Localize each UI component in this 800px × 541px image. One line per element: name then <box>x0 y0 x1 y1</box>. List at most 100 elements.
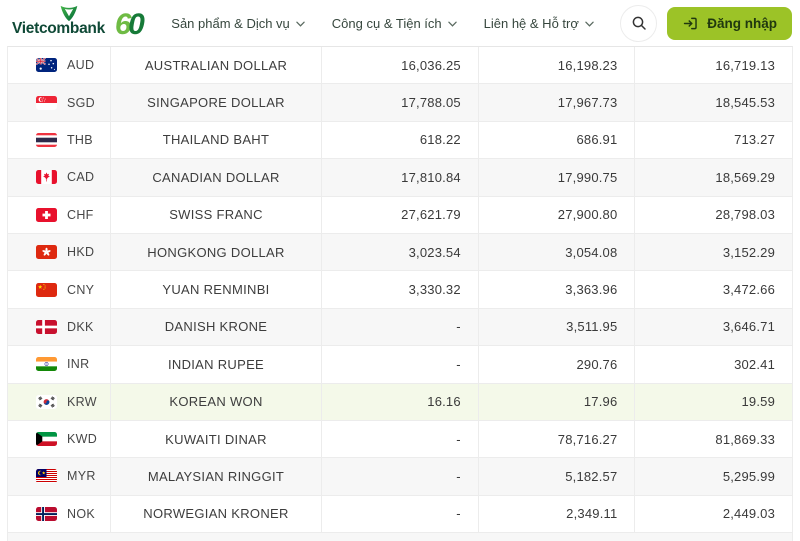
flag-icon-my <box>36 469 57 484</box>
sell-cell: 81,869.33 <box>715 431 776 447</box>
flag-icon-dk <box>36 319 57 334</box>
flag-icon-cn <box>36 282 57 297</box>
sell-cell: 18,569.29 <box>715 169 776 185</box>
currency-code-cell: THB <box>8 121 111 159</box>
flag-icon-th <box>36 132 57 147</box>
flag-icon-sg <box>36 95 57 110</box>
currency-name-cell: CANADIAN DOLLAR <box>111 159 323 196</box>
vietcombank-logo[interactable]: Vietcombank 60 <box>12 4 145 42</box>
buy-cash-cell: - <box>322 308 479 346</box>
table-row: SGD SINGAPORE DOLLAR 17,788.05 17,967.73… <box>8 84 792 122</box>
sell-cell: 3,472.66 <box>722 282 776 298</box>
buy-cash-cell: 17,788.05 <box>322 84 479 121</box>
currency-code-cell: NOK <box>8 495 111 533</box>
buy-transfer-cell: 3,363.96 <box>479 271 636 308</box>
search-icon <box>632 16 646 30</box>
table-row: DKK DANISH KRONE - 3,511.95 3,646.71 <box>8 308 792 347</box>
top-navbar: Vietcombank 60 Sản phẩm & Dịch vụ Công c… <box>0 0 800 46</box>
search-button[interactable] <box>620 4 658 42</box>
currency-code: INR <box>67 357 90 372</box>
buy-cash-cell: 618.22 <box>322 121 479 159</box>
currency-name-cell: INDIAN RUPEE <box>111 346 323 383</box>
buy-transfer-cell: 27,900.80 <box>479 196 636 233</box>
currency-name-cell: DANISH KRONE <box>111 308 323 346</box>
table-row-partial <box>8 533 792 541</box>
buy-cash-cell: 3,330.32 <box>322 271 479 308</box>
sell-cell: 19.59 <box>741 394 776 410</box>
currency-code: DKK <box>67 319 94 334</box>
currency-name-cell: KOREAN WON <box>111 383 323 420</box>
currency-code: KWD <box>67 432 98 447</box>
currency-name-cell: SWISS FRANC <box>111 196 323 233</box>
currency-code: CNY <box>67 282 95 297</box>
currency-code-cell: KRW <box>8 383 111 420</box>
buy-cash-cell: 16,036.25 <box>322 47 479 84</box>
currency-code-cell: DKK <box>8 308 111 346</box>
sell-cell: 16,719.13 <box>715 57 776 73</box>
rates-table-body: AUD AUSTRALIAN DOLLAR 16,036.25 16,198.2… <box>8 47 792 534</box>
nav-item-contact-support[interactable]: Liên hệ & Hỗ trợ <box>484 16 594 31</box>
nav-item-products-services[interactable]: Sản phẩm & Dịch vụ <box>171 16 305 31</box>
flag-icon-au <box>36 58 57 73</box>
nav-item-tools-utilities[interactable]: Công cụ & Tiện ích <box>332 16 457 31</box>
currency-name-cell: YUAN RENMINBI <box>111 271 323 308</box>
table-row: MYR MALAYSIAN RINGGIT - 5,182.57 5,295.9… <box>8 458 792 496</box>
buy-cash-cell: - <box>322 346 479 383</box>
currency-code: HKD <box>67 245 95 260</box>
sell-cell: 28,798.03 <box>715 207 776 223</box>
sell-cell: 2,449.03 <box>722 506 776 522</box>
brand-wordmark: Vietcombank <box>12 19 105 37</box>
flag-icon-in <box>36 357 57 372</box>
currency-code: NOK <box>67 506 95 521</box>
buy-transfer-cell: 686.91 <box>479 121 636 159</box>
chevron-down-icon <box>447 21 457 27</box>
login-arrow-icon <box>684 17 697 29</box>
currency-code: MYR <box>67 469 96 484</box>
flag-icon-no <box>36 506 57 521</box>
buy-transfer-cell: 16,198.23 <box>479 47 636 84</box>
flag-icon-kw <box>36 432 57 447</box>
currency-code-cell: HKD <box>8 233 111 271</box>
currency-name-cell: HONGKONG DOLLAR <box>111 233 323 271</box>
table-row: AUD AUSTRALIAN DOLLAR 16,036.25 16,198.2… <box>8 47 792 85</box>
sell-cell: 18,545.53 <box>715 95 776 111</box>
currency-code-cell: CHF <box>8 196 111 233</box>
login-button[interactable]: Đăng nhập <box>667 6 792 40</box>
flag-icon-hk <box>36 245 57 260</box>
buy-cash-cell: 17,810.84 <box>322 159 479 196</box>
currency-code-cell: AUD <box>8 47 111 84</box>
buy-cash-cell: - <box>322 458 479 495</box>
nav-label: Liên hệ & Hỗ trợ <box>483 15 579 31</box>
table-row: NOK NORWEGIAN KRONER - 2,349.11 2,449.03 <box>8 495 792 534</box>
table-row: HKD HONGKONG DOLLAR 3,023.54 3,054.08 3,… <box>8 233 792 272</box>
buy-transfer-cell: 5,182.57 <box>479 458 636 495</box>
buy-transfer-cell: 3,054.08 <box>479 233 636 271</box>
buy-transfer-cell: 3,511.95 <box>479 308 636 346</box>
buy-transfer-cell: 17,967.73 <box>479 84 636 121</box>
currency-code-cell: INR <box>8 346 111 383</box>
chevron-down-icon <box>296 21 305 27</box>
nav-label: Sản phẩm & Dịch vụ <box>171 15 290 31</box>
buy-cash-cell: - <box>322 420 479 458</box>
sell-cell: 713.27 <box>734 132 776 148</box>
nav-label: Công cụ & Tiện ích <box>331 15 442 31</box>
currency-code-cell: CNY <box>8 271 111 308</box>
login-button-label: Đăng nhập <box>707 15 777 31</box>
table-row: CAD CANADIAN DOLLAR 17,810.84 17,990.75 … <box>8 159 792 197</box>
main-nav: Sản phẩm & Dịch vụ Công cụ & Tiện ích Li… <box>171 16 594 31</box>
currency-code-cell: SGD <box>8 84 111 121</box>
currency-code: CHF <box>67 207 94 222</box>
chevron-down-icon <box>585 21 594 27</box>
sell-cell: 3,152.29 <box>722 244 776 260</box>
buy-transfer-cell: 17.96 <box>479 383 636 420</box>
flag-icon-ch <box>36 207 57 222</box>
anniversary-60-logo: 60 <box>114 8 145 41</box>
currency-code: KRW <box>67 394 97 409</box>
table-row: CHF SWISS FRANC 27,621.79 27,900.80 28,7… <box>8 196 792 234</box>
currency-code-cell: MYR <box>8 458 111 495</box>
currency-code: SGD <box>67 95 95 110</box>
currency-code-cell: CAD <box>8 159 111 196</box>
currency-name-cell: KUWAITI DINAR <box>111 420 323 458</box>
table-row: KRW KOREAN WON 16.16 17.96 19.59 <box>8 383 792 421</box>
table-row: INR INDIAN RUPEE - 290.76 302.41 <box>8 346 792 384</box>
